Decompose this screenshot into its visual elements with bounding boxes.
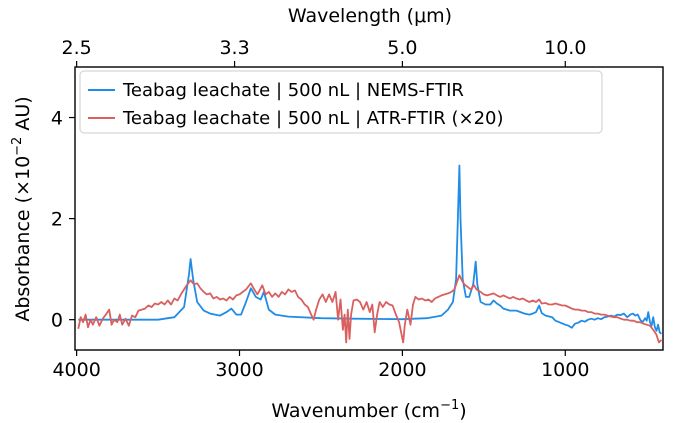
series-line-atr (77, 274, 663, 344)
legend-box (79, 70, 603, 134)
top-tick-label: 5.0 (387, 37, 417, 59)
top-axis-label: Wavelength (μm) (288, 5, 452, 27)
y-axis-ticks: 0 2 4 (51, 108, 75, 332)
x-tick-label: 2000 (378, 359, 426, 381)
y-tick-label: 0 (51, 310, 63, 332)
x-axis-label: Wavenumber (cm−1) (271, 398, 466, 422)
top-tick-label: 2.5 (62, 37, 92, 59)
plot-frame (74, 66, 664, 351)
top-tick-label: 10.0 (544, 37, 586, 59)
top-tick-label: 3.3 (219, 37, 249, 59)
top-axis-ticks: 2.5 3.3 5.0 10.0 (62, 37, 586, 67)
x-tick-label: 1000 (541, 359, 589, 381)
series-line-nems (78, 164, 662, 335)
legend: Teabag leachate | 500 nL | NEMS-FTIR Tea… (79, 70, 603, 134)
y-axis-label: Absorbance (×10−2 AU) (10, 96, 34, 321)
x-tick-label: 3000 (215, 359, 263, 381)
series-lines (77, 164, 663, 344)
legend-label-nems: Teabag leachate | 500 nL | NEMS-FTIR (122, 80, 464, 101)
legend-label-atr: Teabag leachate | 500 nL | ATR-FTIR (×20… (122, 108, 504, 129)
y-tick-label: 2 (51, 209, 63, 231)
y-tick-label: 4 (51, 108, 63, 130)
x-axis-ticks: 4000 3000 2000 1000 (52, 350, 589, 381)
x-tick-label: 4000 (52, 359, 100, 381)
